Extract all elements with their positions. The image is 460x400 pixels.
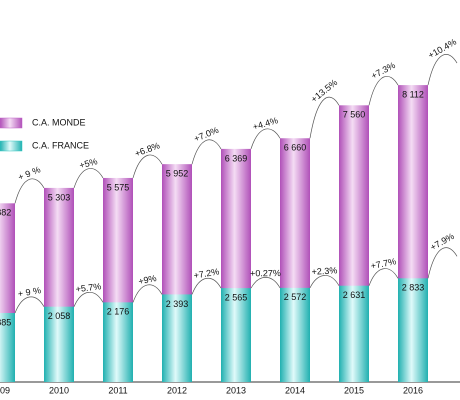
growth-arc bbox=[73, 292, 104, 307]
growth-label: +7.2% bbox=[193, 266, 220, 280]
value-label: 6 369 bbox=[225, 153, 248, 163]
growth-label: +10.4% bbox=[426, 37, 458, 61]
value-label: 2 631 bbox=[343, 290, 366, 300]
bar bbox=[339, 285, 369, 382]
growth-arc bbox=[250, 277, 281, 289]
bar bbox=[44, 306, 74, 382]
bar bbox=[103, 302, 133, 382]
x-tick-label: 2009 bbox=[0, 385, 10, 395]
growth-arc bbox=[132, 284, 163, 303]
x-tick-label: 2010 bbox=[49, 385, 69, 395]
growth-arc bbox=[309, 275, 340, 289]
value-label: 2 565 bbox=[225, 292, 248, 302]
growth-label: +7.3% bbox=[369, 60, 396, 81]
x-tick-label: 2012 bbox=[167, 385, 187, 395]
growth-label: +0.27% bbox=[250, 268, 281, 278]
value-label: 6 660 bbox=[284, 143, 307, 153]
growth-arc bbox=[191, 278, 222, 295]
value-label: 1 885 bbox=[0, 317, 11, 327]
x-tick-label: 2015 bbox=[344, 385, 364, 395]
growth-arc bbox=[309, 96, 340, 139]
growth-arc bbox=[427, 54, 458, 86]
value-label: 5 952 bbox=[166, 169, 189, 179]
growth-arc bbox=[14, 296, 45, 314]
value-label: 2 572 bbox=[284, 292, 307, 302]
value-label: 4 882 bbox=[0, 208, 11, 218]
growth-label: +5% bbox=[78, 156, 98, 170]
growth-arc bbox=[250, 128, 281, 150]
bar bbox=[398, 278, 428, 382]
value-label: 5 575 bbox=[107, 182, 130, 192]
value-label: 2 833 bbox=[402, 283, 425, 293]
bar bbox=[221, 288, 251, 382]
value-label: 5 303 bbox=[48, 192, 71, 202]
growth-label: +9% bbox=[137, 273, 157, 287]
growth-arc bbox=[368, 268, 399, 286]
legend-label: C.A. FRANCE bbox=[32, 140, 89, 150]
legend-label: C.A. MONDE bbox=[32, 117, 86, 127]
bar bbox=[280, 287, 310, 382]
growth-label: +13.5% bbox=[309, 77, 339, 104]
bar bbox=[0, 313, 15, 382]
growth-arc bbox=[368, 76, 399, 106]
growth-label: +2.3% bbox=[311, 265, 337, 277]
growth-label: +7.0% bbox=[192, 125, 220, 144]
x-tick-label: 2014 bbox=[285, 385, 305, 395]
growth-label: +5.7% bbox=[75, 281, 102, 294]
value-label: 2 176 bbox=[107, 307, 130, 317]
growth-arc bbox=[191, 139, 222, 165]
x-tick-label: 2013 bbox=[226, 385, 246, 395]
x-tick-label: 2011 bbox=[108, 385, 127, 395]
bar bbox=[162, 294, 192, 382]
growth-label: +6.8% bbox=[133, 140, 161, 158]
value-label: 7 560 bbox=[343, 110, 366, 120]
value-label: 8 112 bbox=[402, 89, 424, 99]
growth-label: + 9 % bbox=[17, 285, 42, 299]
value-label: 2 393 bbox=[166, 299, 189, 309]
legend-swatch bbox=[0, 117, 23, 129]
x-tick-label: 2016 bbox=[403, 385, 423, 395]
growth-arc bbox=[427, 247, 458, 279]
legend-swatch bbox=[0, 140, 23, 152]
growth-arc bbox=[14, 178, 45, 204]
growth-label: +4.4% bbox=[252, 115, 280, 132]
growth-arc bbox=[132, 154, 163, 179]
value-label: 2 058 bbox=[48, 311, 71, 321]
growth-arc bbox=[73, 168, 104, 189]
